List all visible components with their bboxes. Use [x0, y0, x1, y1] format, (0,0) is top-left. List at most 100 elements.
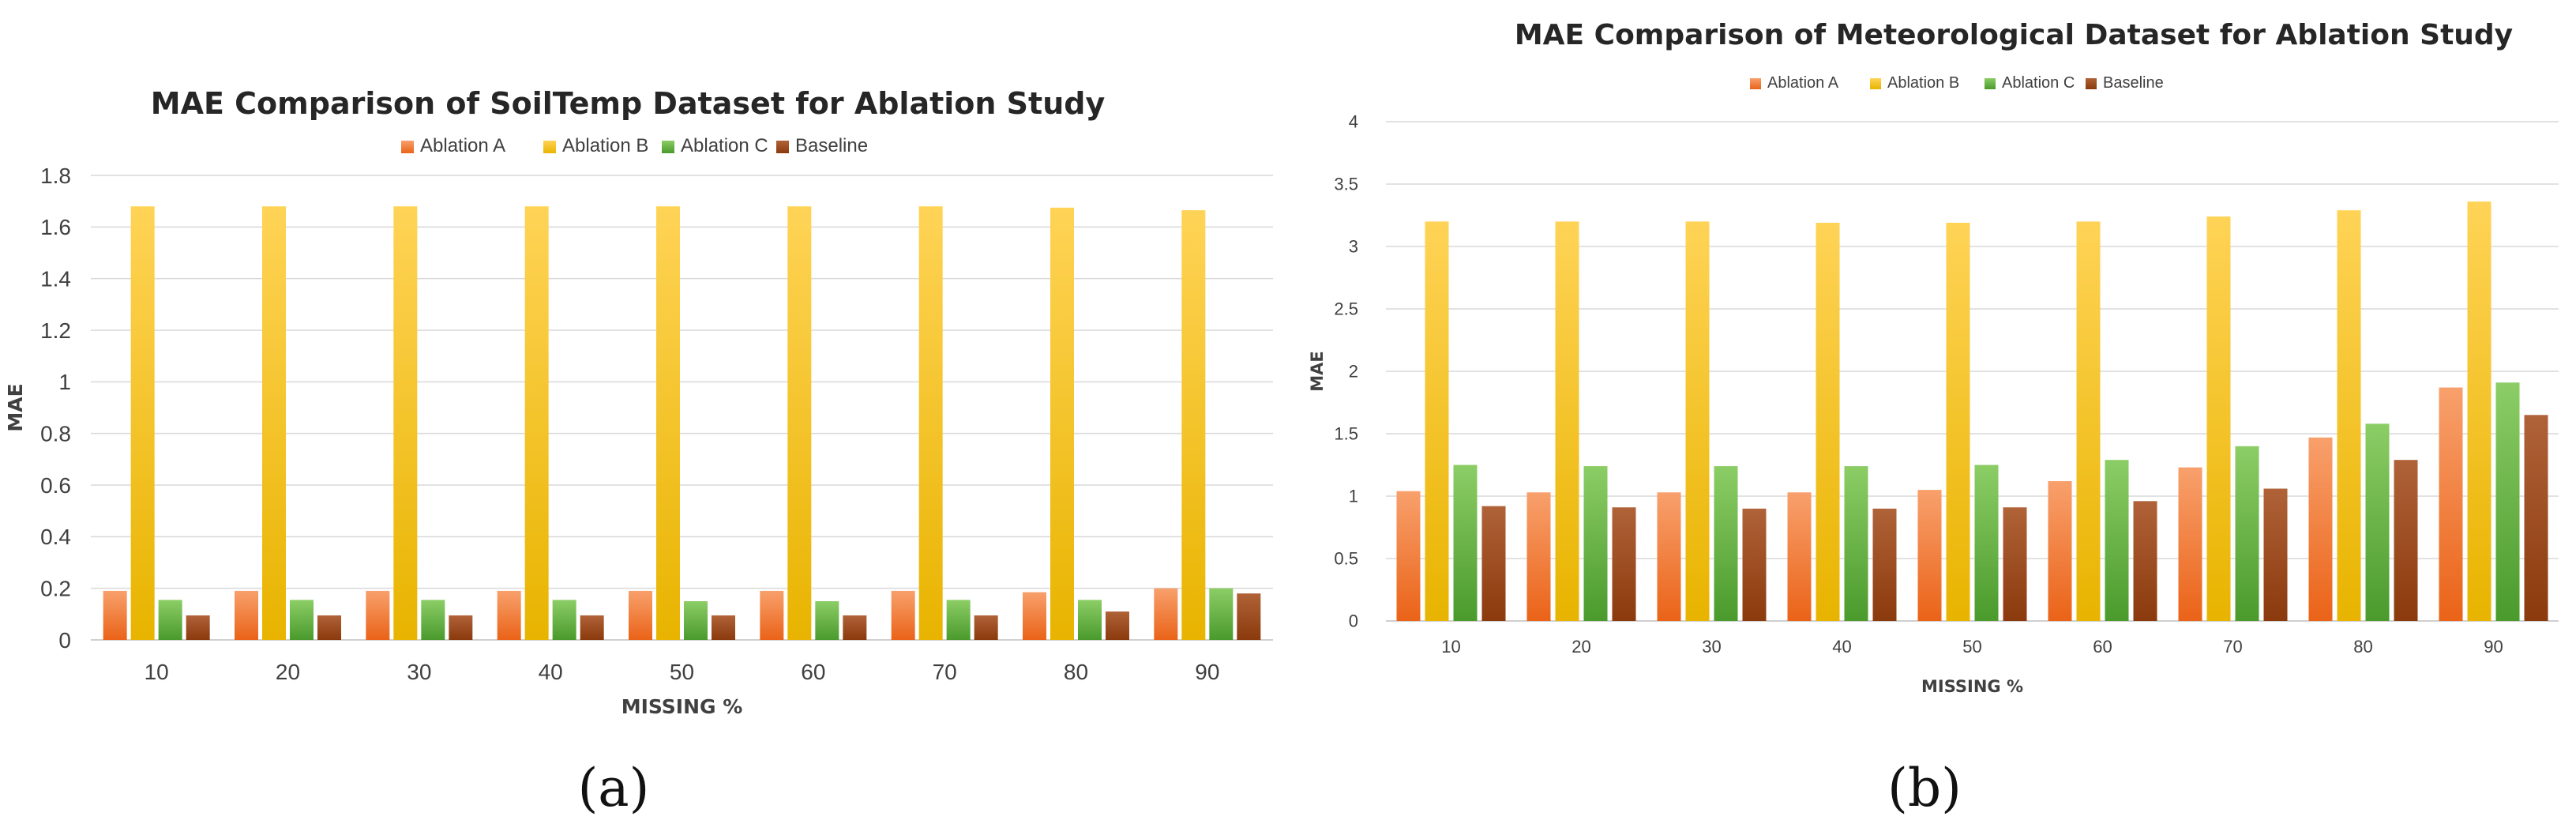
- y-tick-label: 0: [1349, 611, 1358, 631]
- bar-ablation-a: [2048, 481, 2072, 621]
- y-tick-label: 1.2: [40, 318, 71, 343]
- bar-ablation-a: [235, 590, 258, 640]
- bar-ablation-b: [262, 206, 286, 640]
- y-tick-label: 4: [1349, 112, 1358, 132]
- bar-baseline: [2524, 415, 2548, 621]
- bar-baseline: [2003, 507, 2027, 621]
- bar-ablation-a: [1657, 492, 1681, 621]
- bar-ablation-b: [2206, 216, 2231, 621]
- bar-baseline: [1612, 507, 1636, 621]
- x-tick-label: 30: [407, 660, 431, 684]
- y-tick-label: 2: [1349, 362, 1358, 382]
- y-tick-label: 0.5: [1334, 549, 1358, 569]
- bar-ablation-b: [2467, 201, 2492, 621]
- x-tick-label: 70: [2223, 637, 2242, 657]
- legend-swatch: [543, 141, 556, 153]
- bar-ablation-b: [524, 206, 549, 640]
- bar-ablation-b: [787, 206, 812, 640]
- bar-ablation-c: [552, 600, 576, 640]
- legend-label: Ablation A: [1767, 74, 1839, 92]
- bar-ablation-c: [421, 600, 445, 640]
- y-axis-title: MAE: [4, 383, 27, 431]
- bar-ablation-a: [1917, 490, 1942, 621]
- x-tick-label: 40: [539, 660, 563, 684]
- bar-ablation-b: [1946, 222, 1970, 621]
- legend-swatch: [1750, 78, 1761, 89]
- bar-ablation-c: [946, 600, 971, 640]
- chart-title: MAE Comparison of SoilTemp Dataset for A…: [151, 86, 1106, 121]
- x-tick-label: 50: [1962, 637, 1981, 657]
- bar-ablation-c: [2105, 460, 2129, 621]
- bar-ablation-a: [1396, 491, 1421, 621]
- x-tick-label: 70: [933, 660, 957, 684]
- y-tick-label: 3: [1349, 237, 1358, 257]
- x-tick-label: 20: [1572, 637, 1590, 657]
- y-tick-label: 0.2: [40, 576, 71, 600]
- y-tick-label: 1: [58, 370, 71, 394]
- y-tick-label: 0.4: [40, 525, 71, 549]
- bar-ablation-b: [1816, 222, 1840, 621]
- legend-label: Ablation B: [562, 135, 648, 156]
- bar-baseline: [449, 615, 473, 640]
- y-tick-label: 1.4: [40, 266, 71, 291]
- y-tick-label: 0.6: [40, 473, 71, 498]
- bar-ablation-a: [1526, 492, 1551, 621]
- x-tick-label: 80: [2353, 637, 2372, 657]
- x-tick-label: 40: [1832, 637, 1851, 657]
- y-tick-label: 1.8: [40, 164, 71, 188]
- bar-ablation-b: [1555, 221, 1579, 621]
- x-tick-label: 20: [276, 660, 300, 684]
- bar-baseline: [1872, 508, 1897, 621]
- x-axis-title: MISSING %: [621, 695, 743, 718]
- bar-ablation-b: [393, 206, 418, 640]
- legend-label: Baseline: [2103, 74, 2164, 92]
- x-tick-label: 30: [1702, 637, 1721, 657]
- x-tick-label: 60: [2093, 637, 2112, 657]
- bar-ablation-c: [290, 600, 314, 640]
- bar-ablation-c: [1714, 466, 1738, 621]
- legend-swatch: [1985, 78, 1996, 89]
- bar-ablation-b: [1181, 210, 1206, 641]
- bar-baseline: [186, 615, 210, 640]
- bar-ablation-c: [1844, 466, 1868, 621]
- y-tick-label: 1.6: [40, 215, 71, 239]
- bar-baseline: [843, 615, 867, 640]
- legend-label: Baseline: [795, 135, 868, 156]
- bar-ablation-a: [2439, 387, 2463, 621]
- bar-ablation-a: [2178, 467, 2202, 621]
- bar-baseline: [2263, 488, 2288, 621]
- bar-baseline: [1481, 506, 1506, 621]
- y-tick-label: 2.5: [1334, 299, 1358, 319]
- bar-baseline: [2394, 460, 2418, 621]
- bar-baseline: [712, 615, 735, 640]
- x-tick-label: 10: [1441, 637, 1460, 657]
- bar-baseline: [1106, 611, 1129, 640]
- legend-label: Ablation C: [681, 135, 768, 156]
- legend-swatch: [2086, 78, 2097, 89]
- y-tick-label: 0.8: [40, 421, 71, 446]
- x-tick-label: 60: [801, 660, 825, 684]
- bar-ablation-a: [366, 590, 390, 640]
- x-tick-label: 90: [2484, 637, 2503, 657]
- bar-ablation-b: [1425, 221, 1449, 621]
- bar-baseline: [974, 615, 998, 640]
- legend-swatch: [776, 141, 789, 153]
- x-axis-title: MISSING %: [1921, 677, 2023, 696]
- y-axis-title: MAE: [1308, 351, 1327, 392]
- chart-title: MAE Comparison of Meteorological Dataset…: [1515, 19, 2513, 51]
- bar-ablation-c: [815, 601, 839, 640]
- bar-ablation-c: [1583, 466, 1608, 621]
- legend-swatch: [662, 141, 674, 153]
- bar-baseline: [1237, 593, 1261, 640]
- bar-ablation-c: [158, 600, 182, 640]
- bar-ablation-b: [1685, 221, 1710, 621]
- bar-baseline: [1742, 508, 1767, 621]
- y-tick-label: 0: [58, 628, 71, 653]
- bar-ablation-b: [1050, 207, 1074, 640]
- bar-ablation-a: [2308, 437, 2333, 621]
- legend-label: Ablation C: [2002, 74, 2075, 92]
- bar-ablation-a: [760, 590, 784, 640]
- bar-ablation-c: [684, 601, 708, 640]
- x-tick-label: 50: [670, 660, 694, 684]
